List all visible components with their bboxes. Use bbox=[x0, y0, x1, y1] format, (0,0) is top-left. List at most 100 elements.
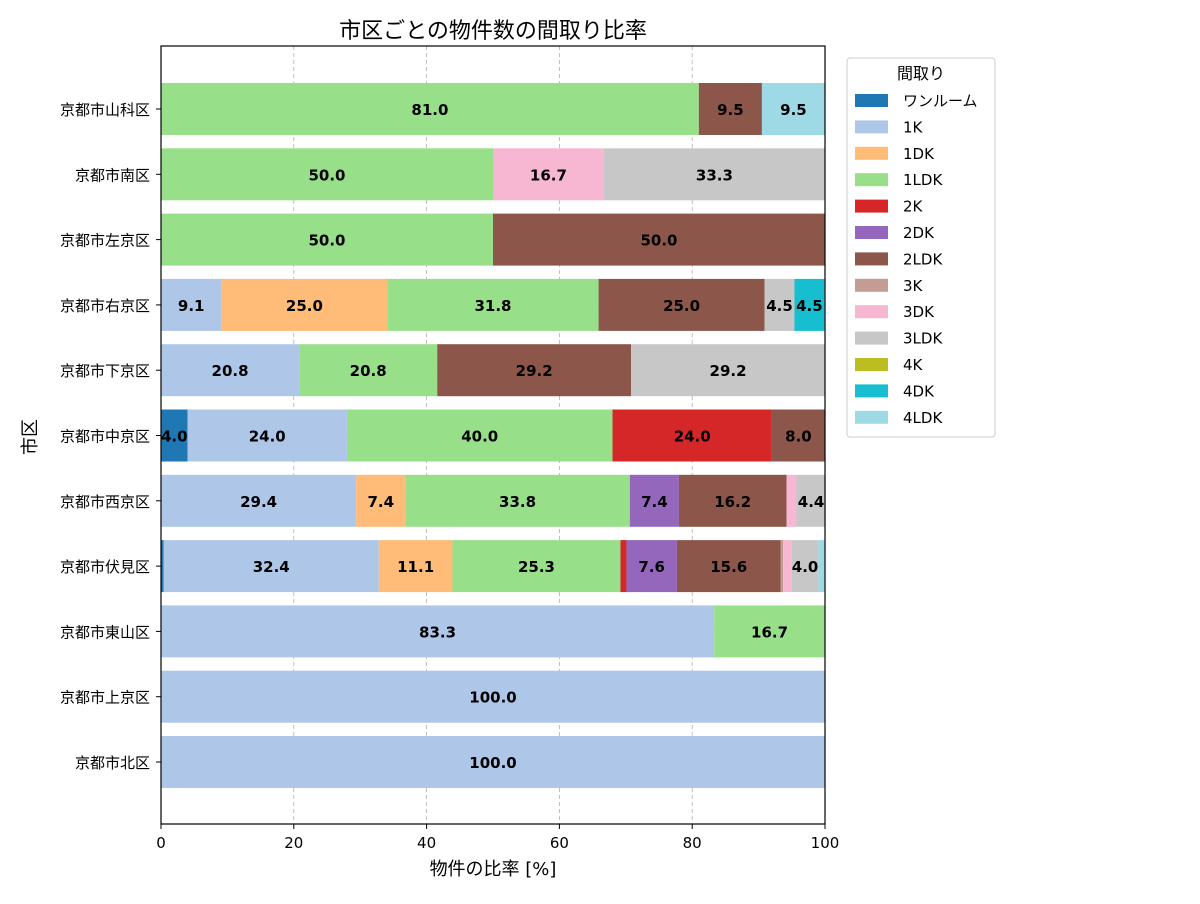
bar-data-label: 7.4 bbox=[367, 493, 394, 511]
legend-label: 2LDK bbox=[903, 250, 943, 268]
legend-swatch-1dk bbox=[855, 146, 888, 160]
bar-segment-4ldk bbox=[761, 83, 825, 135]
bar-segment-1ldk bbox=[387, 278, 599, 331]
bar-data-label: 100.0 bbox=[469, 754, 516, 772]
bar-data-label: 20.8 bbox=[350, 362, 387, 380]
legend-swatch-3dk bbox=[855, 305, 888, 319]
bar-segment-1ldk bbox=[714, 605, 825, 658]
bar-data-label: 25.0 bbox=[286, 297, 323, 315]
x-tick-label: 40 bbox=[417, 834, 436, 852]
bar-data-label: 33.3 bbox=[696, 166, 733, 184]
legend-swatch-1ldk bbox=[855, 173, 888, 187]
bar-segment-2k bbox=[612, 409, 772, 462]
y-tick-label: 京都市右京区 bbox=[60, 297, 150, 315]
y-tick-label: 京都市北区 bbox=[75, 754, 150, 772]
bar-segment-2ldk bbox=[678, 474, 787, 527]
x-tick-label: 100 bbox=[811, 834, 840, 852]
bar-data-label: 7.4 bbox=[641, 493, 668, 511]
bar-segment-3ldk bbox=[603, 148, 825, 201]
y-axis-label: 市区 bbox=[20, 419, 41, 455]
chart-title: 市区ごとの物件数の間取り比率 bbox=[339, 19, 647, 44]
legend-label: ワンルーム bbox=[903, 92, 978, 110]
bar-segment-1ldk bbox=[452, 540, 621, 593]
bar-data-label: 4.4 bbox=[798, 493, 825, 511]
bar-data-label: 29.2 bbox=[516, 362, 553, 380]
bar-data-label: 4.5 bbox=[796, 297, 823, 315]
bar-data-label: 9.1 bbox=[178, 297, 205, 315]
y-tick-label: 京都市西京区 bbox=[60, 493, 150, 511]
y-tick-label: 京都市上京区 bbox=[60, 689, 150, 707]
y-tick-label: 京都市東山区 bbox=[60, 623, 150, 641]
bar-segment-1k bbox=[161, 278, 222, 331]
legend-swatch-3k bbox=[855, 278, 888, 292]
bar-data-label: 24.0 bbox=[249, 428, 286, 446]
bar-segment-1k bbox=[161, 670, 825, 723]
bar-data-label: 25.3 bbox=[518, 558, 555, 576]
bar-data-label: 16.7 bbox=[751, 623, 788, 641]
bar-data-label: 4.0 bbox=[792, 558, 819, 576]
legend-label: 4DK bbox=[903, 382, 935, 400]
legend-label: 1K bbox=[903, 118, 924, 136]
bar-data-label: 15.6 bbox=[710, 558, 747, 576]
bar-segment-2ldk bbox=[437, 344, 632, 397]
legend-swatch-4dk bbox=[855, 384, 888, 398]
bar-segment-4ldk bbox=[818, 540, 825, 593]
x-axis-label: 物件の比率 [%] bbox=[430, 859, 557, 880]
legend-swatch-2dk bbox=[855, 226, 888, 239]
legend-label: 3DK bbox=[903, 303, 935, 321]
bar-segment-1ldk bbox=[405, 474, 630, 527]
bar-segment-3k bbox=[780, 540, 784, 593]
data-labels-layer: 100.0 100.0 83.3 16.7 32.4 11.1 25.3 7.6 15.6 4.0… bbox=[161, 101, 824, 772]
bar-data-label: 16.2 bbox=[714, 493, 751, 511]
legend-label: 1DK bbox=[903, 145, 935, 163]
legend-frame bbox=[846, 57, 996, 438]
bar-segment-1ldk bbox=[346, 409, 613, 462]
bar-segment-3ldk bbox=[791, 540, 819, 593]
legend-swatch-4k bbox=[855, 358, 888, 371]
bar-data-label: 100.0 bbox=[469, 689, 516, 707]
legend-label: 1LDK bbox=[903, 171, 943, 189]
bar-segment-2ldk bbox=[676, 540, 781, 593]
bar-data-label: 33.8 bbox=[499, 493, 536, 511]
bar-data-label: 31.8 bbox=[474, 297, 511, 315]
bar-segment-3dk bbox=[783, 540, 792, 593]
bar-segment-ワンルーム bbox=[161, 409, 188, 462]
bar-segment-1k bbox=[161, 605, 715, 658]
bar-segment-2ldk bbox=[698, 83, 762, 135]
bar-segment-1dk bbox=[356, 474, 406, 527]
bar-data-label: 9.5 bbox=[717, 101, 744, 119]
x-tick-label: 80 bbox=[683, 834, 702, 852]
legend-swatch-4ldk bbox=[855, 410, 888, 424]
bar-segment-3dk bbox=[493, 148, 604, 201]
bar-segment-1ldk bbox=[161, 83, 699, 135]
bar-data-label: 83.3 bbox=[419, 623, 456, 641]
bar-data-label: 9.5 bbox=[780, 101, 807, 119]
bar-data-label: 11.1 bbox=[397, 558, 434, 576]
y-tick-label: 京都市南区 bbox=[75, 166, 150, 184]
y-tick-label: 京都市山科区 bbox=[60, 101, 150, 119]
bar-segment-2ldk bbox=[493, 213, 825, 266]
legend-title: 間取り bbox=[897, 64, 945, 83]
legend-label: 4LDK bbox=[903, 409, 943, 427]
bar-data-label: 8.0 bbox=[785, 428, 812, 446]
bar-segment-2ldk bbox=[598, 278, 765, 331]
bar-segment-2dk bbox=[626, 540, 677, 593]
legend-label: 3LDK bbox=[903, 330, 943, 348]
y-tick-label: 京都市下京区 bbox=[60, 362, 150, 380]
legend-label: 3K bbox=[903, 277, 924, 295]
y-tick-label: 京都市中京区 bbox=[60, 428, 150, 446]
legend-label: 2DK bbox=[903, 224, 935, 242]
bar-data-label: 4.0 bbox=[161, 428, 188, 446]
x-tick-label: 60 bbox=[550, 834, 569, 852]
x-tick-label: 0 bbox=[156, 834, 166, 852]
bar-data-label: 81.0 bbox=[411, 101, 448, 119]
bars-layer bbox=[161, 83, 826, 788]
y-tick-label: 京都市左京区 bbox=[60, 232, 150, 250]
bar-segment-1k bbox=[163, 540, 379, 593]
bar-segment-1ldk bbox=[299, 344, 438, 397]
bar-segment-1dk bbox=[221, 278, 388, 331]
bar-data-label: 24.0 bbox=[674, 428, 711, 446]
bar-segment-ワンルーム bbox=[161, 540, 164, 593]
